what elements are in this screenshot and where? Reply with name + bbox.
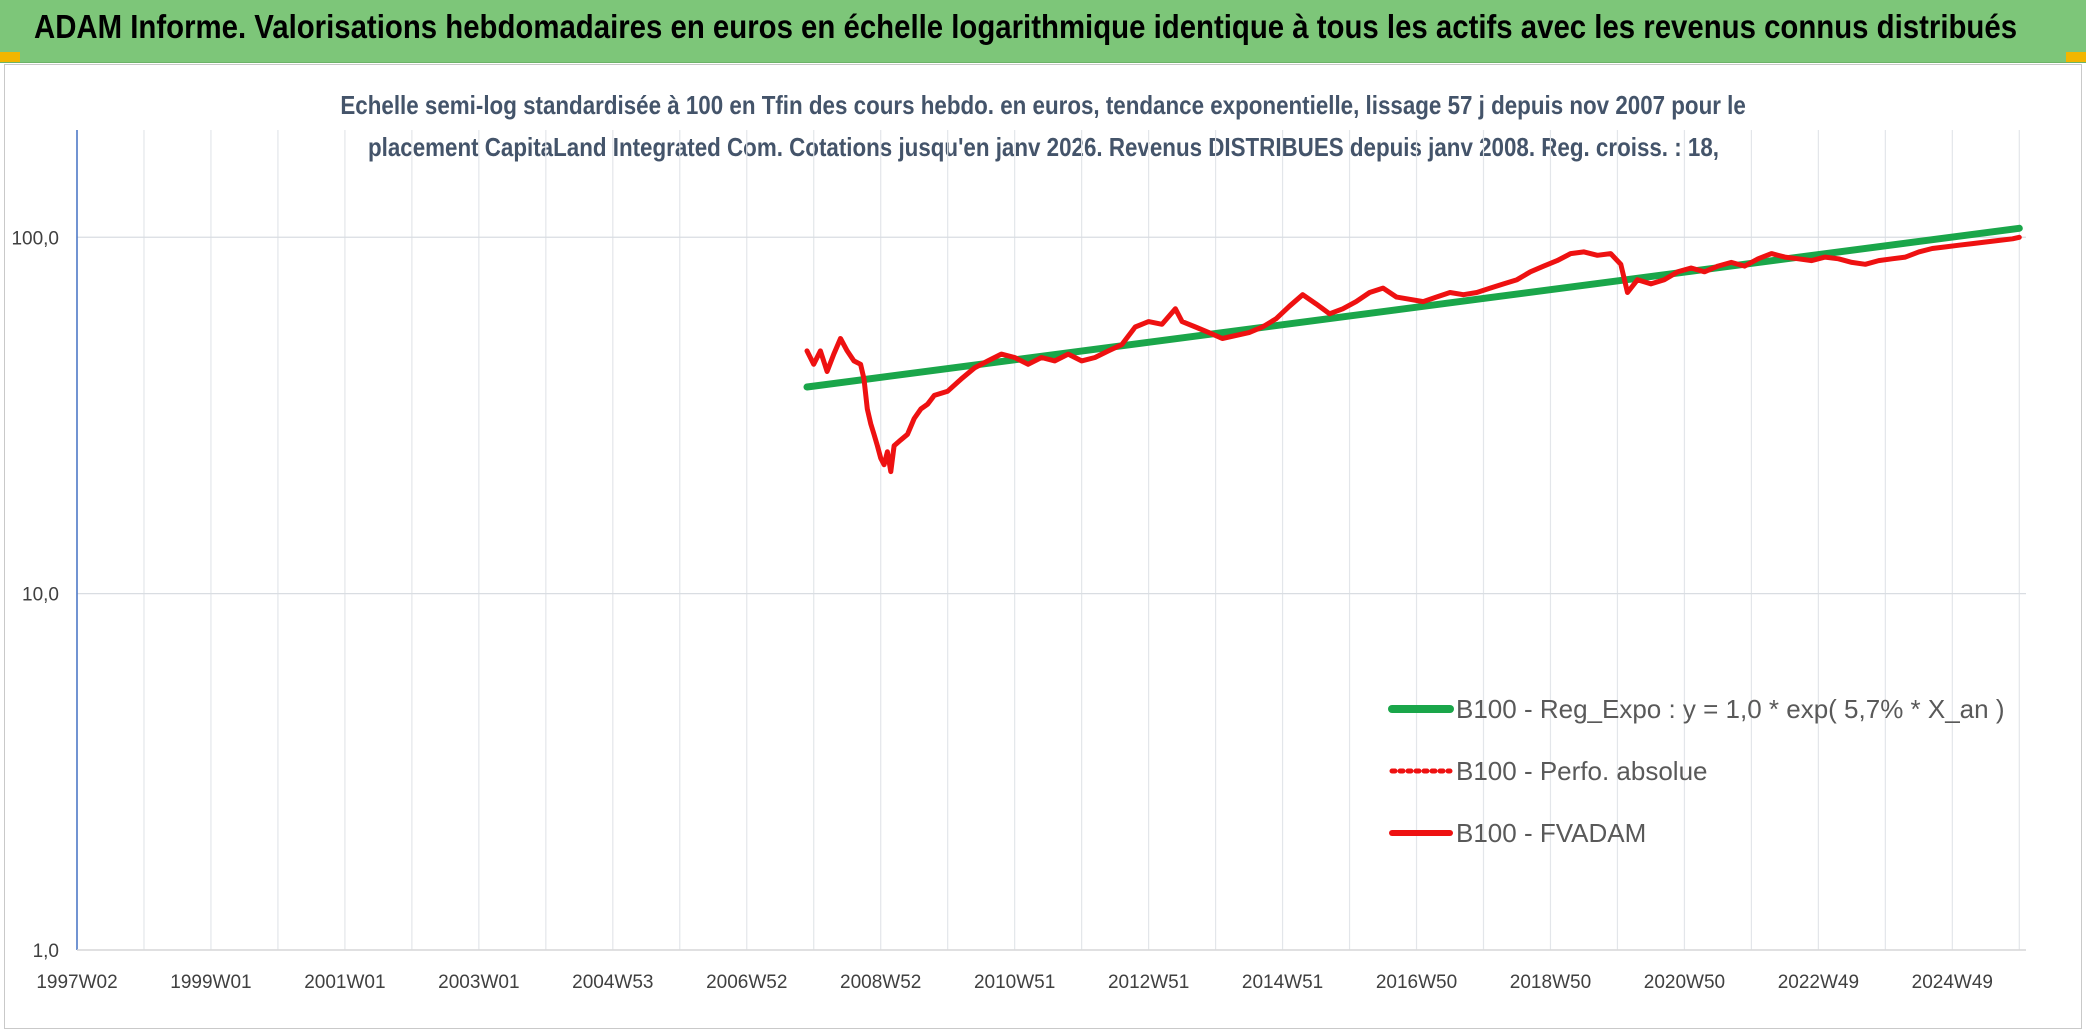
x-tick-label: 2012W51 xyxy=(1108,972,1189,993)
x-tick-label: 2022W49 xyxy=(1778,972,1859,993)
legend-label-0: B100 - Reg_Expo : y = 1,0 * exp( 5,7% * … xyxy=(1456,694,2005,724)
x-tick-label: 2003W01 xyxy=(438,972,519,993)
x-tick-label: 2014W51 xyxy=(1242,972,1323,993)
corner-marker-right xyxy=(2066,52,2086,62)
report-title: ADAM Informe. Valorisations hebdomadaire… xyxy=(34,8,2018,45)
x-tick-label: 2016W50 xyxy=(1376,972,1457,993)
chart-frame xyxy=(4,64,2082,1029)
legend: B100 - Reg_Expo : y = 1,0 * exp( 5,7% * … xyxy=(1388,694,2005,848)
tick-labels: 100,0 10,0 1,0 1997W02 1999W01 2001W01 2003W01… xyxy=(11,228,1993,993)
y-tick-label: 1,0 xyxy=(33,941,59,962)
x-tick-label: 2001W01 xyxy=(304,972,385,993)
x-tick-label: 1999W01 xyxy=(170,972,251,993)
x-tick-label: 2018W50 xyxy=(1510,972,1591,993)
x-tick-label: 1997W02 xyxy=(36,972,117,993)
y-tick-label: 100,0 xyxy=(11,228,59,249)
x-tick-label: 2004W53 xyxy=(572,972,653,993)
x-tick-label: 2006W52 xyxy=(706,972,787,993)
chart-title-line-2: placement CapitaLand Integrated Com. Cot… xyxy=(367,132,1719,162)
corner-marker-left xyxy=(0,52,20,62)
y-tick-label: 10,0 xyxy=(22,585,59,606)
series-line-0 xyxy=(803,224,2023,391)
grid-lines xyxy=(76,130,2026,951)
series-line-2 xyxy=(804,234,2022,475)
legend-label-1: B100 - Perfo. absolue xyxy=(1456,756,1708,786)
x-tick-label: 2020W50 xyxy=(1644,972,1725,993)
report-header-bar: ADAM Informe. Valorisations hebdomadaire… xyxy=(0,0,2086,63)
x-tick-label: 2008W52 xyxy=(840,972,921,993)
x-tick-label: 2024W49 xyxy=(1912,972,1993,993)
chart-title-line-1: Echelle semi-log standardisée à 100 en T… xyxy=(340,90,1746,120)
x-tick-label: 2010W51 xyxy=(974,972,1055,993)
series-lines xyxy=(803,224,2023,475)
axes xyxy=(76,130,2026,951)
legend-label-2: B100 - FVADAM xyxy=(1456,818,1646,848)
